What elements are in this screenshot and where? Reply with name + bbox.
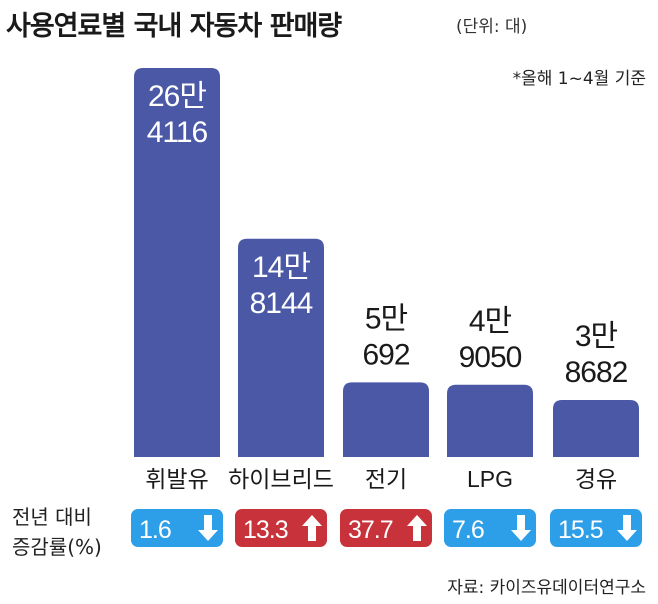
bar-4 (553, 400, 639, 457)
change-row-label-line2: 증감률(%) (12, 535, 102, 559)
bar-1 (238, 238, 324, 457)
change-badge-1 (235, 509, 327, 547)
period-note: *올해 1~4월 기준 (512, 69, 646, 89)
change-value-2: 37.7 (348, 516, 393, 544)
source-note: 자료: 카이즈유데이터연구소 (447, 578, 646, 598)
change-value-1: 13.3 (243, 516, 288, 544)
bar-value-label-0-1: 4116 (147, 116, 208, 149)
arrow-up-icon-1 (302, 515, 322, 541)
change-badge-3 (444, 509, 536, 547)
arrow-down-icon-3 (511, 515, 531, 541)
bar-0 (134, 68, 220, 457)
bar-value-label-4-1: 8682 (565, 356, 628, 389)
bar-value-label-4-0: 3만 (575, 320, 618, 353)
bar-value-label-3-1: 9050 (459, 341, 522, 374)
bar-value-label-2-0: 5만 (365, 302, 408, 335)
change-badge-4 (550, 509, 642, 547)
unit-label: (단위: 대) (456, 17, 528, 37)
change-value-4: 15.5 (558, 516, 603, 544)
change-badge-2 (340, 509, 432, 547)
chart-title: 사용연료별 국내 자동차 판매량 (6, 11, 342, 42)
change-value-0: 1.6 (139, 516, 171, 544)
category-label-2: 전기 (365, 466, 407, 492)
arrow-up-icon-2 (407, 515, 427, 541)
bar-value-label-3-0: 4만 (469, 305, 512, 338)
change-row-label: 전년 대비 증감률(%) (12, 502, 102, 562)
bar-value-label-0-0: 26만 (148, 80, 206, 113)
category-label-3: LPG (467, 466, 513, 492)
bar-2 (343, 382, 429, 457)
change-badge-0 (131, 509, 223, 547)
arrow-down-icon-0 (198, 515, 218, 541)
bar-3 (447, 384, 533, 457)
change-value-3: 7.6 (452, 516, 484, 544)
arrow-down-icon-4 (617, 515, 637, 541)
bar-value-label-1-0: 14만 (252, 251, 310, 284)
bar-value-label-1-1: 8144 (250, 287, 313, 320)
category-label-0: 휘발유 (145, 466, 208, 492)
category-label-1: 하이브리드 (228, 466, 334, 492)
bar-value-label-2-1: 692 (362, 338, 409, 371)
category-label-4: 경유 (575, 466, 617, 492)
change-row-label-line1: 전년 대비 (12, 505, 92, 529)
